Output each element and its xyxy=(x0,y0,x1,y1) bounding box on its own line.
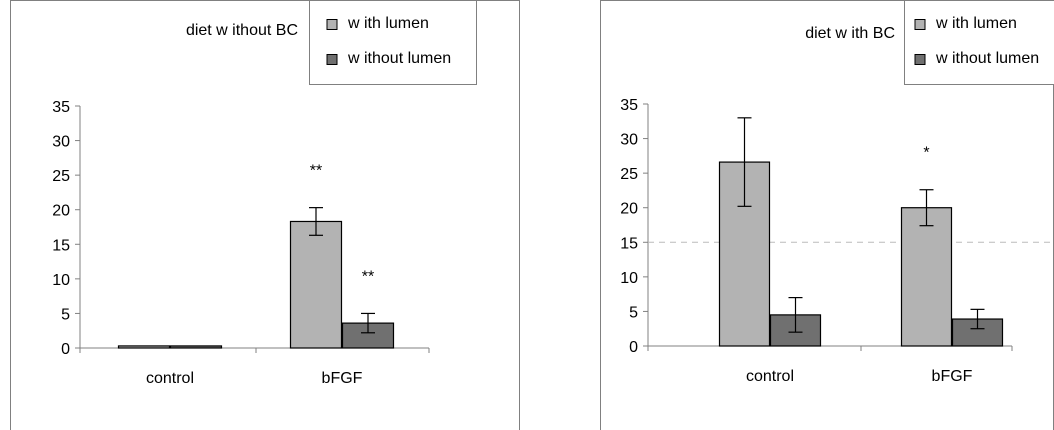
legend-label-series-1: w ithout lumen xyxy=(935,50,1039,67)
chart-frame xyxy=(10,0,520,430)
significance-marker: ** xyxy=(362,268,374,285)
y-tick-label: 35 xyxy=(52,99,70,116)
chart-title: diet w ith BC xyxy=(805,25,895,42)
y-tick-label: 0 xyxy=(629,339,638,356)
significance-marker: * xyxy=(923,145,929,162)
legend-label-series-1: w ithout lumen xyxy=(347,50,451,67)
y-tick-label: 10 xyxy=(52,272,70,289)
legend-swatch-series-0 xyxy=(326,19,338,30)
legend-box xyxy=(309,0,477,85)
y-tick-label: 5 xyxy=(61,306,70,323)
legend-box xyxy=(904,0,1054,85)
x-category-label: control xyxy=(146,370,194,387)
legend-swatch-series-0 xyxy=(914,19,926,30)
legend-label-series-0: w ith lumen xyxy=(347,15,429,32)
x-category-label: bFGF xyxy=(932,368,973,385)
y-tick-label: 0 xyxy=(61,341,70,358)
y-tick-label: 35 xyxy=(620,97,638,114)
y-tick-label: 10 xyxy=(620,270,638,287)
y-tick-label: 20 xyxy=(620,201,638,218)
y-tick-label: 25 xyxy=(52,168,70,185)
y-tick-label: 20 xyxy=(52,203,70,220)
legend-swatch-series-1 xyxy=(914,54,926,65)
bar-control-series-0 xyxy=(117,345,171,349)
x-category-label: control xyxy=(746,368,794,385)
y-tick-label: 15 xyxy=(620,235,638,252)
legend-label-series-0: w ith lumen xyxy=(935,15,1017,32)
y-tick-label: 5 xyxy=(629,304,638,321)
bar-bFGF-series-1 xyxy=(951,318,1004,347)
chart-diet-without-bc: 0 5 10 15 20 25 30 35 ** ** control bFGF diet w itho… xyxy=(10,0,520,430)
x-category-label: bFGF xyxy=(322,370,363,387)
y-tick-label: 25 xyxy=(620,166,638,183)
bar-bFGF-series-0 xyxy=(900,207,953,347)
legend-swatch-series-1 xyxy=(326,54,338,65)
y-tick-label: 15 xyxy=(52,237,70,254)
chart-title: diet w ithout BC xyxy=(186,22,298,39)
y-tick-label: 30 xyxy=(620,132,638,149)
chart-panel-diet-without-bc: 0 5 10 15 20 25 30 35 ** ** control bFGF diet w itho… xyxy=(0,0,520,430)
chart-diet-with-bc: 0 5 10 15 20 25 30 35 * control bFGF diet w ith BC w… xyxy=(600,0,1054,430)
y-tick-label: 30 xyxy=(52,134,70,151)
significance-marker: ** xyxy=(310,163,322,180)
chart-panel-diet-with-bc: 0 5 10 15 20 25 30 35 * control bFGF diet w ith BC w… xyxy=(592,0,1054,430)
bar-control-series-1 xyxy=(169,345,223,349)
bar-bFGF-series-0 xyxy=(289,220,343,349)
